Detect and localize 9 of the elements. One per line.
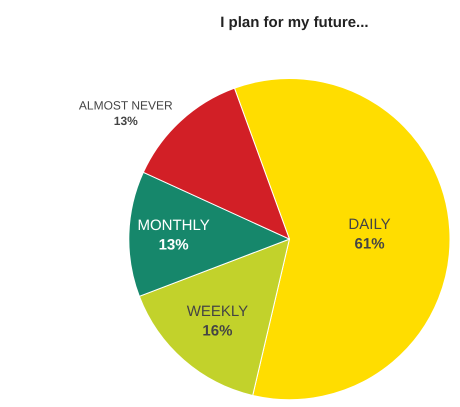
- chart-title: I plan for my future...: [220, 14, 369, 31]
- data-label: 13%: [114, 114, 138, 128]
- slice-label: MONTHLY: [137, 217, 210, 234]
- data-label: 13%: [158, 236, 189, 254]
- slice-label: DAILY: [348, 216, 391, 234]
- slice-label: ALMOST NEVER: [78, 98, 174, 112]
- data-label: 61%: [354, 236, 385, 253]
- slice-label: WEEKLY: [186, 303, 248, 320]
- data-label: 16%: [202, 322, 232, 340]
